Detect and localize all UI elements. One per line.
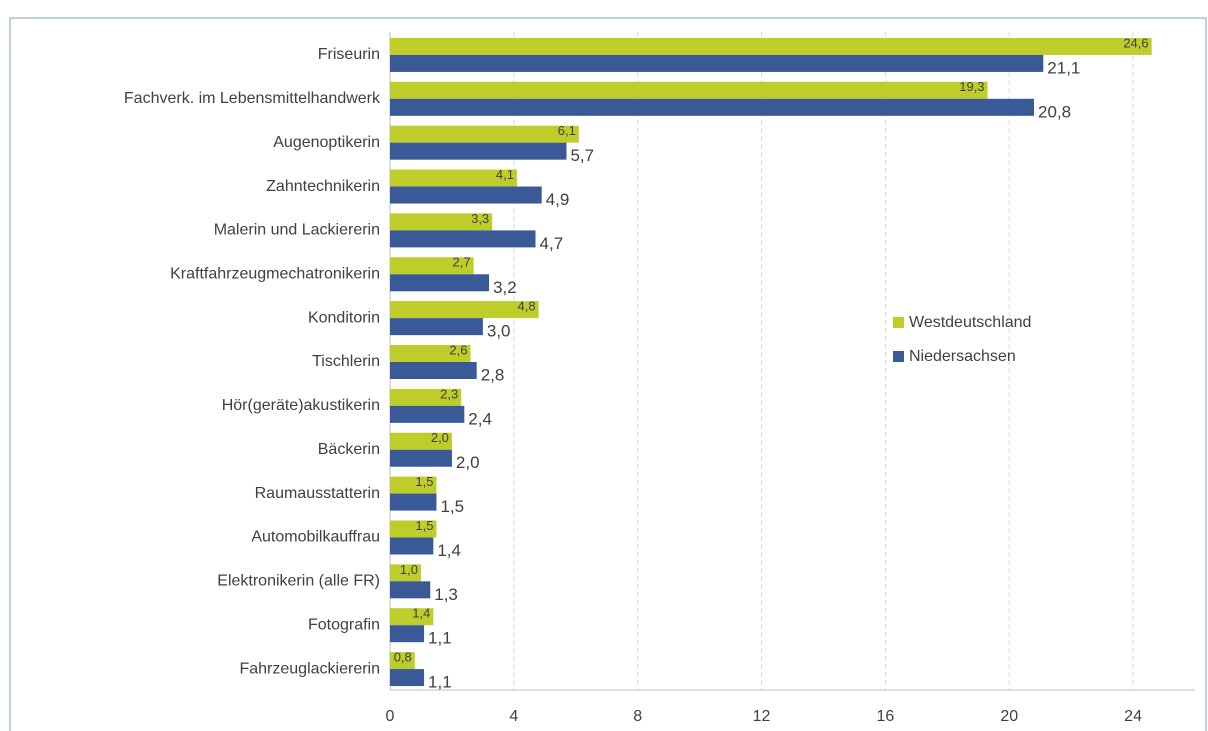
bar <box>390 669 425 687</box>
value-label: 1,3 <box>434 585 458 604</box>
legend-swatch <box>893 317 904 328</box>
value-label: 4,1 <box>496 167 514 182</box>
value-label: 1,0 <box>400 562 418 577</box>
bar <box>390 125 579 143</box>
bar <box>390 520 437 538</box>
y-tick-label: Malerin und Lackiererin <box>214 222 380 239</box>
y-tick-label: Konditorin <box>308 309 380 326</box>
bar <box>390 186 542 204</box>
bar <box>390 449 452 467</box>
bar <box>390 257 474 275</box>
value-label: 24,6 <box>1123 35 1148 50</box>
bar <box>390 652 415 670</box>
bar <box>390 432 452 450</box>
bar <box>390 54 1044 72</box>
value-label: 2,8 <box>481 365 505 384</box>
y-tick-label: Augenoptikerin <box>273 134 380 151</box>
value-label: 3,2 <box>493 278 517 297</box>
y-tick-label: Elektronikerin (alle FR) <box>217 573 380 590</box>
value-label: 1,5 <box>415 518 433 533</box>
x-tick-label: 4 <box>509 708 518 725</box>
y-tick-label: Friseurin <box>318 46 380 63</box>
chart-border <box>9 17 1207 731</box>
bar <box>390 345 471 362</box>
y-tick-label: Raumausstatterin <box>255 485 380 502</box>
legend-label: Niedersachsen <box>909 348 1016 365</box>
bar <box>390 98 1034 116</box>
x-tick-label: 24 <box>1124 708 1142 725</box>
x-tick-label: 16 <box>876 708 894 725</box>
x-tick-label: 8 <box>633 708 642 725</box>
x-tick-label: 12 <box>753 708 771 725</box>
bar <box>390 405 465 423</box>
legend-label: Westdeutschland <box>909 314 1031 331</box>
y-tick-label: Fotografin <box>308 616 380 633</box>
value-label: 21,1 <box>1047 58 1080 77</box>
value-label: 2,0 <box>431 430 449 445</box>
value-label: 0,8 <box>394 650 412 665</box>
bar <box>390 301 539 319</box>
bar <box>390 81 988 99</box>
value-label: 2,3 <box>440 386 458 401</box>
value-label: 1,5 <box>415 474 433 489</box>
value-label: 2,7 <box>453 255 471 270</box>
bar <box>390 564 421 582</box>
bar <box>390 537 434 555</box>
bar <box>390 493 437 511</box>
y-tick-label: Zahntechnikerin <box>266 178 380 195</box>
value-label: 4,7 <box>540 234 564 253</box>
y-tick-label: Hör(geräte)akustikerin <box>222 397 380 414</box>
bar <box>390 362 477 379</box>
value-label: 1,5 <box>440 497 464 516</box>
x-tick-label: 20 <box>1000 708 1018 725</box>
value-label: 2,0 <box>456 453 480 472</box>
value-label: 5,7 <box>570 146 594 165</box>
y-tick-label: Bäckerin <box>318 441 380 458</box>
bar <box>390 318 483 336</box>
value-label: 2,4 <box>468 409 492 428</box>
value-label: 1,1 <box>428 629 452 648</box>
y-tick-label: Automobilkauffrau <box>251 529 380 546</box>
value-label: 1,4 <box>437 541 461 560</box>
value-label: 1,4 <box>412 606 430 621</box>
value-label: 3,3 <box>471 211 489 226</box>
bar <box>390 625 425 643</box>
bar <box>390 142 567 160</box>
bar <box>390 581 431 599</box>
bar <box>390 37 1152 55</box>
value-label: 3,0 <box>487 322 511 341</box>
bar <box>390 213 493 231</box>
bar <box>390 608 434 626</box>
y-tick-label: Tischlerin <box>312 353 380 370</box>
x-tick-label: 0 <box>386 708 395 725</box>
bar <box>390 388 462 406</box>
value-label: 20,8 <box>1038 102 1071 121</box>
bar <box>390 230 536 248</box>
value-label: 2,6 <box>449 342 467 357</box>
legend-swatch <box>893 351 904 362</box>
value-label: 4,9 <box>546 190 570 209</box>
y-tick-label: Fahrzeuglackiererin <box>239 660 380 677</box>
value-label: 1,1 <box>428 673 452 692</box>
bar <box>390 476 437 494</box>
bar <box>390 274 490 292</box>
value-label: 19,3 <box>959 79 984 94</box>
y-tick-label: Kraftfahrzeugmechatronikerin <box>170 265 380 282</box>
value-label: 6,1 <box>558 123 576 138</box>
y-tick-label: Fachverk. im Lebensmittelhandwerk <box>124 90 381 107</box>
bar <box>390 169 517 187</box>
value-label: 4,8 <box>518 299 536 314</box>
